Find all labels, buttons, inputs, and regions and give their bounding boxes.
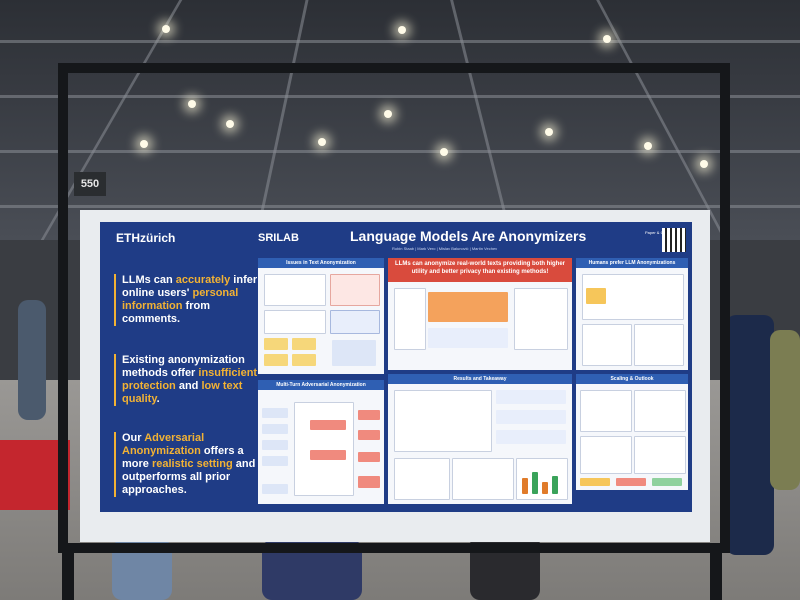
- poster-header: ETHzürich SRILAB Language Models Are Ano…: [100, 222, 692, 254]
- person: [726, 315, 774, 555]
- claim-2: Existing anonymization methods offer ins…: [114, 354, 262, 406]
- claim-1: LLMs can accurately infer online users' …: [114, 274, 262, 326]
- person: [770, 330, 800, 490]
- panel-multiturn: Multi-Turn Adversarial Anonymization: [258, 380, 384, 504]
- ceiling: [0, 0, 800, 240]
- panel-results: Results and Takeaway: [388, 374, 572, 504]
- panel-issues: Issues in Text Anonymization: [258, 258, 384, 374]
- panel-title: Issues in Text Anonymization: [258, 258, 384, 268]
- panel-title: Multi-Turn Adversarial Anonymization: [258, 380, 384, 390]
- poster-title: Language Models Are Anonymizers: [350, 228, 587, 244]
- headline: LLMs can anonymize real-world texts prov…: [388, 258, 572, 282]
- panel-humans: Humans prefer LLM Anonymizations: [576, 258, 688, 370]
- authors: Robin Staab | Mark Vero | Mislav Balunov…: [392, 246, 498, 251]
- panel-title: Results and Takeaway: [388, 374, 572, 384]
- person: [18, 300, 46, 420]
- claim-3: Our Adversarial Anonymization offers a m…: [114, 432, 262, 497]
- eth-logo: ETHzürich: [116, 231, 176, 245]
- sri-logo: SRILAB: [258, 232, 299, 244]
- panel-title: Humans prefer LLM Anonymizations: [576, 258, 688, 268]
- panel-scaling: Scaling & Outlook: [576, 374, 688, 490]
- qr-code-icon: [662, 228, 686, 252]
- booth-number: 550: [74, 172, 106, 196]
- panel-title: Scaling & Outlook: [576, 374, 688, 384]
- frame-leg: [710, 553, 722, 600]
- poster-frame: [58, 63, 730, 553]
- panel-overview: LLMs can anonymize real-world texts prov…: [388, 258, 572, 370]
- frame-leg: [62, 553, 74, 600]
- poster: ETHzürich SRILAB Language Models Are Ano…: [100, 222, 692, 512]
- qr-label: Paper & Code: [645, 230, 671, 235]
